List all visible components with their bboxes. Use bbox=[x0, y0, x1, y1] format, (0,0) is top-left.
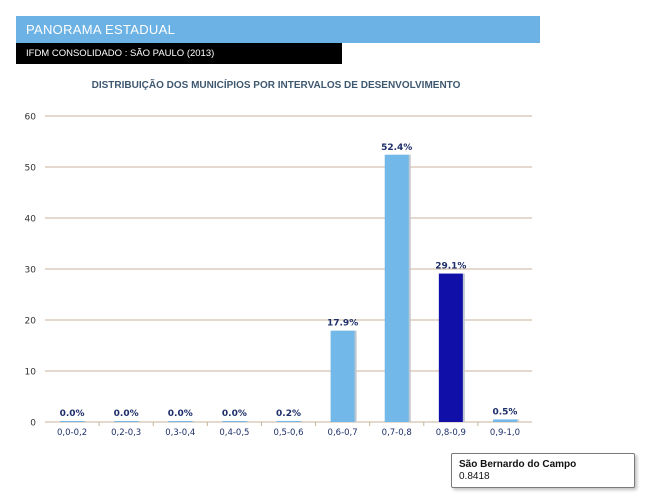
y-tick-label: 50 bbox=[25, 164, 37, 174]
x-tick-label: 0,0-0,2 bbox=[57, 428, 87, 438]
panel-subtitle: IFDM CONSOLIDADO : SÃO PAULO (2013) bbox=[26, 48, 215, 59]
x-tick-label: 0,5-0,6 bbox=[273, 428, 303, 438]
data-label: 17.9% bbox=[327, 319, 358, 329]
x-tick-label: 0,7-0,8 bbox=[382, 428, 412, 438]
y-tick-label: 40 bbox=[25, 215, 37, 225]
y-tick-label: 30 bbox=[25, 266, 37, 276]
bar bbox=[60, 421, 85, 422]
data-labels: 0.0% 0.0% 0.0% 0.0% 0.2% 17.9% 52.4% 29.1% 0.5% bbox=[60, 143, 518, 419]
data-label: 0.2% bbox=[276, 409, 301, 419]
y-tick-label: 20 bbox=[25, 317, 37, 327]
y-axis-ticks: 0 10 20 30 40 50 60 bbox=[25, 113, 37, 429]
x-tick-label: 0,8-0,9 bbox=[436, 428, 466, 438]
x-tick-label: 0,6-0,7 bbox=[328, 428, 358, 438]
data-label: 0.0% bbox=[114, 409, 139, 419]
y-tick-label: 60 bbox=[25, 113, 37, 123]
bar bbox=[330, 330, 355, 422]
bar bbox=[384, 154, 409, 422]
x-tick-label: 0,9-1,0 bbox=[490, 428, 520, 438]
x-axis-ticks: 0,0-0,2 0,2-0,3 0,3-0,4 0,4-0,5 0,5-0,6 0,6-0… bbox=[57, 422, 520, 438]
data-label: 0.0% bbox=[60, 409, 85, 419]
tooltip-value: 0.8418 bbox=[459, 471, 490, 482]
bar bbox=[438, 273, 463, 422]
panel-title: PANORAMA ESTADUAL bbox=[26, 22, 176, 37]
y-tick-label: 10 bbox=[25, 368, 37, 378]
bars bbox=[60, 154, 519, 422]
x-tick-label: 0,3-0,4 bbox=[165, 428, 195, 438]
data-label: 0.5% bbox=[492, 407, 517, 417]
data-label: 52.4% bbox=[381, 143, 412, 153]
tooltip-name: São Bernardo do Campo bbox=[459, 459, 577, 470]
bar bbox=[222, 421, 247, 422]
x-tick-label: 0,2-0,3 bbox=[111, 428, 141, 438]
bar bbox=[114, 421, 139, 422]
bar bbox=[276, 420, 301, 422]
data-label: 0.0% bbox=[168, 409, 193, 419]
x-tick-label: 0,4-0,5 bbox=[219, 428, 249, 438]
chart-title: DISTRIBUIÇÃO DOS MUNICÍPIOS POR INTERVAL… bbox=[92, 78, 461, 91]
panel-subtitle-bar: IFDM CONSOLIDADO : SÃO PAULO (2013) bbox=[16, 43, 342, 64]
data-label: 0.0% bbox=[222, 409, 247, 419]
bar-tooltip: São Bernardo do Campo 0.8418 bbox=[451, 453, 635, 488]
y-tick-label: 0 bbox=[30, 419, 36, 429]
data-label: 29.1% bbox=[435, 262, 466, 272]
bar bbox=[492, 419, 517, 422]
bar bbox=[168, 421, 193, 422]
panel-header: PANORAMA ESTADUAL bbox=[16, 16, 540, 43]
